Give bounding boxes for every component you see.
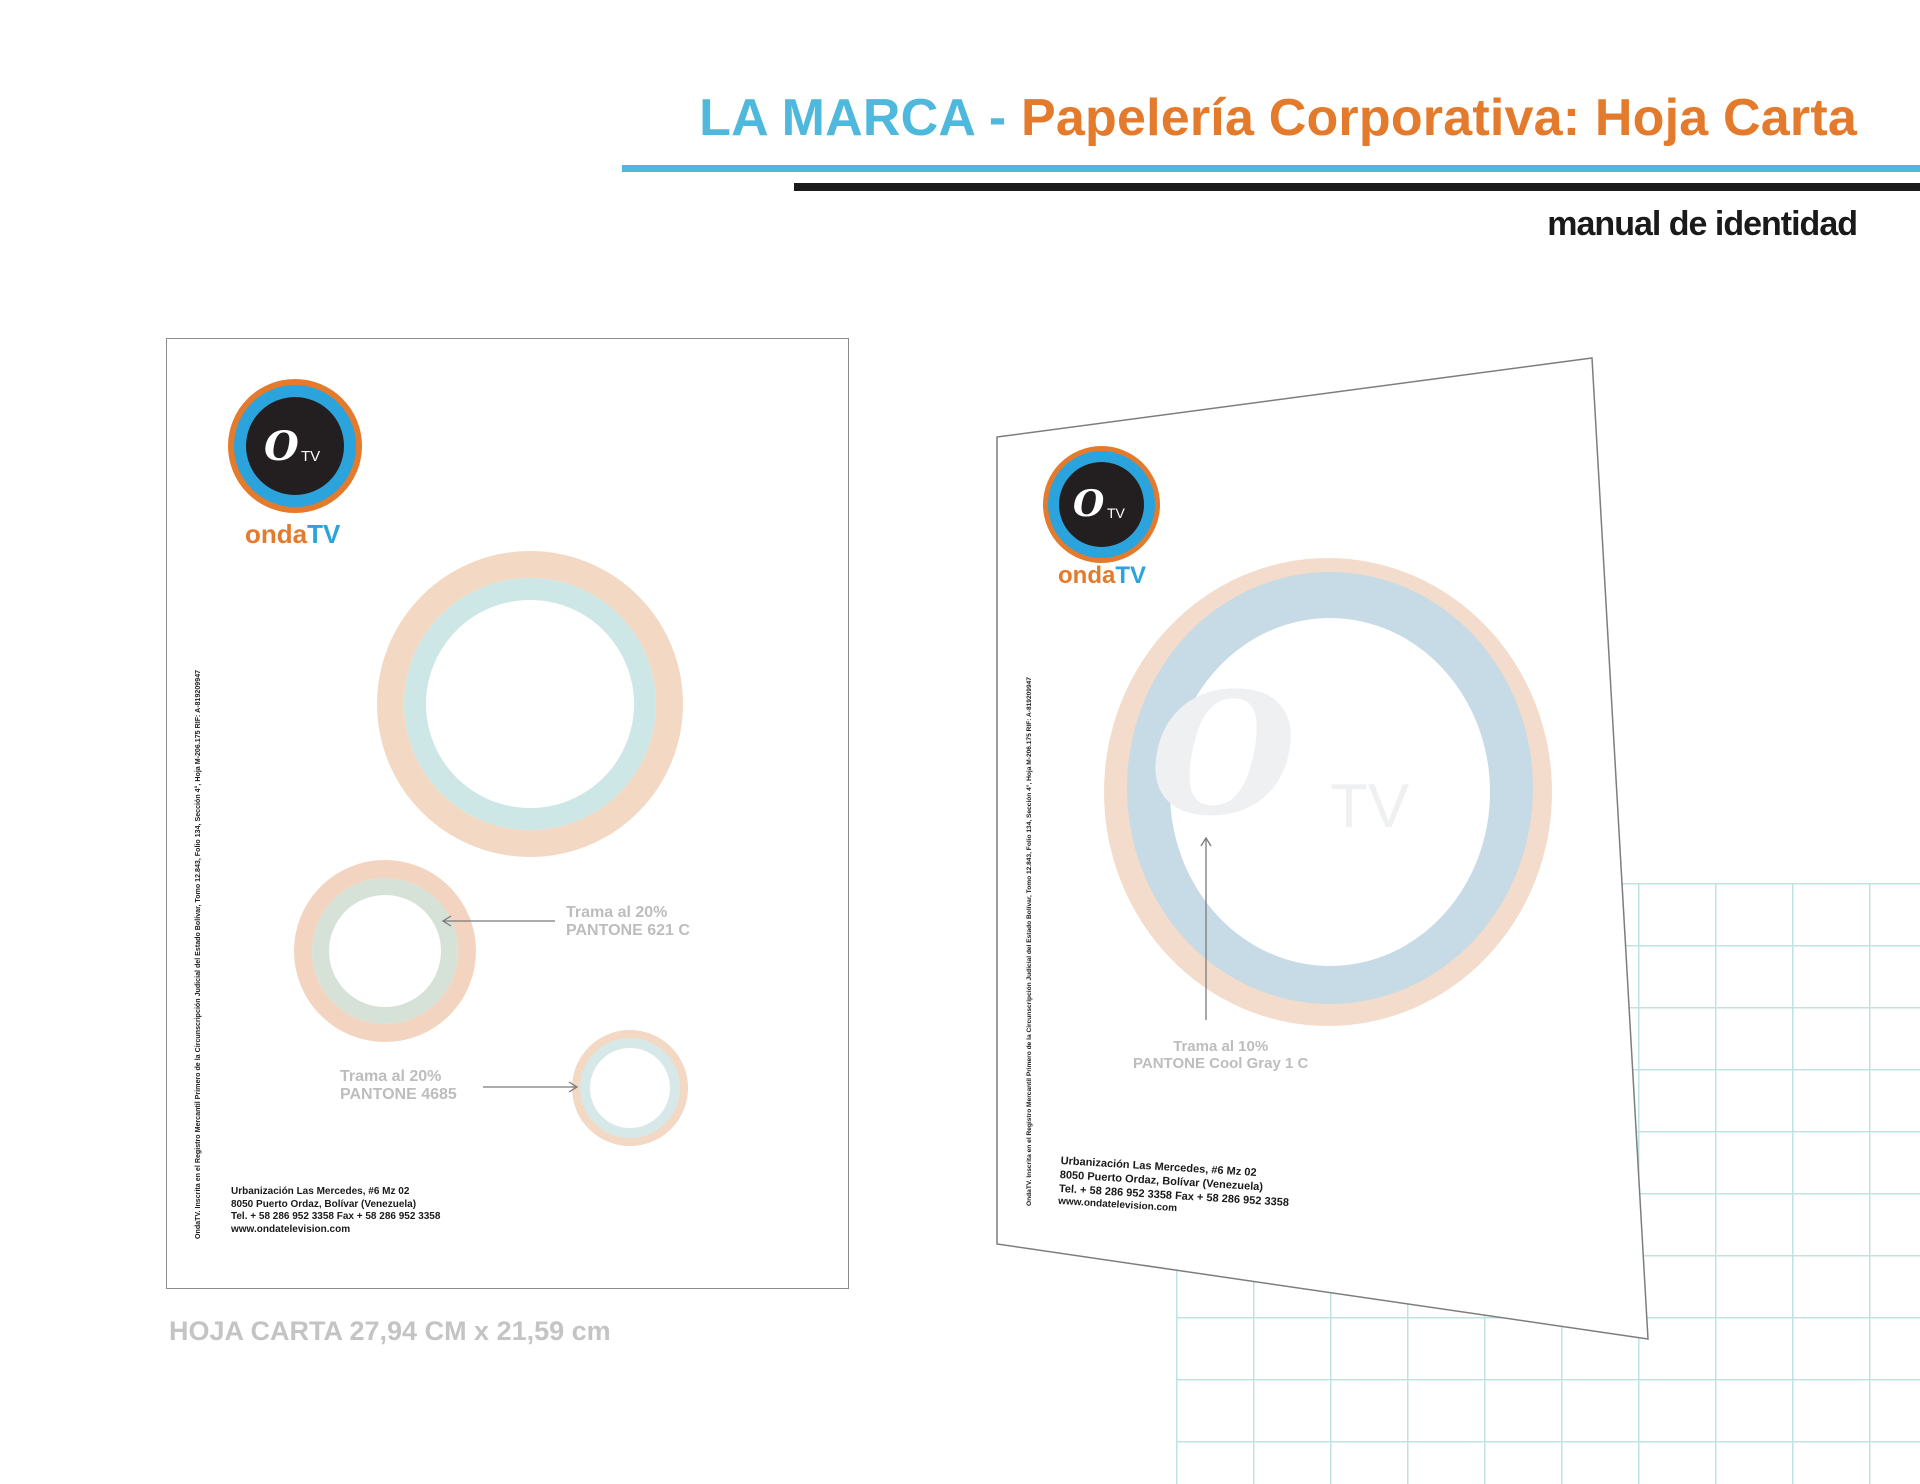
logo-mark: O bbox=[264, 423, 299, 470]
note-pantone-621: Trama al 20% PANTONE 621 C bbox=[566, 904, 690, 940]
legal-registration-text: OndaTV. Inscrita en el Registro Mercanti… bbox=[194, 669, 202, 1239]
onda-tv-logo-perspective: O TV bbox=[1043, 446, 1160, 563]
address-block: Urbanización Las Mercedes, #6 Mz 02 8050… bbox=[231, 1186, 441, 1235]
watermark-tv: TV bbox=[1330, 772, 1410, 841]
sheet-size-caption: HOJA CARTA 27,94 CM x 21,59 cm bbox=[169, 1316, 611, 1346]
wordmark-perspective: ondaTV bbox=[1058, 562, 1146, 589]
page-title: LA MARCA - Papelería Corporativa: Hoja C… bbox=[699, 92, 1857, 144]
title-section: Papelería Corporativa: Hoja Carta bbox=[1021, 89, 1857, 147]
header-rule-black bbox=[794, 183, 1920, 191]
title-brand: LA MARCA bbox=[699, 89, 975, 147]
page-subtitle: manual de identidad bbox=[1547, 205, 1858, 243]
legal-registration-text-perspective: OndaTV. Inscrita en el Registro Mercanti… bbox=[1026, 677, 1033, 1206]
logo-mark: O bbox=[1073, 483, 1105, 525]
onda-tv-logo: O TV bbox=[228, 379, 362, 513]
logo-tv: TV bbox=[1107, 505, 1125, 521]
header-rule-blue bbox=[622, 165, 1920, 172]
wordmark: ondaTV bbox=[245, 519, 341, 549]
watermark-mark: O bbox=[1150, 655, 1297, 853]
note-pantone-cool-gray: Trama al 10% PANTONE Cool Gray 1 C bbox=[1133, 1038, 1309, 1073]
logo-tv: TV bbox=[301, 448, 321, 465]
title-separator: - bbox=[974, 89, 1021, 147]
annotation-arrows bbox=[441, 915, 579, 1093]
letter-sheet-flat: O TV ondaTV Trama al 20% PANTONE 621 C T… bbox=[166, 338, 849, 1289]
note-pantone-4685: Trama al 20% PANTONE 4685 bbox=[340, 1068, 457, 1104]
